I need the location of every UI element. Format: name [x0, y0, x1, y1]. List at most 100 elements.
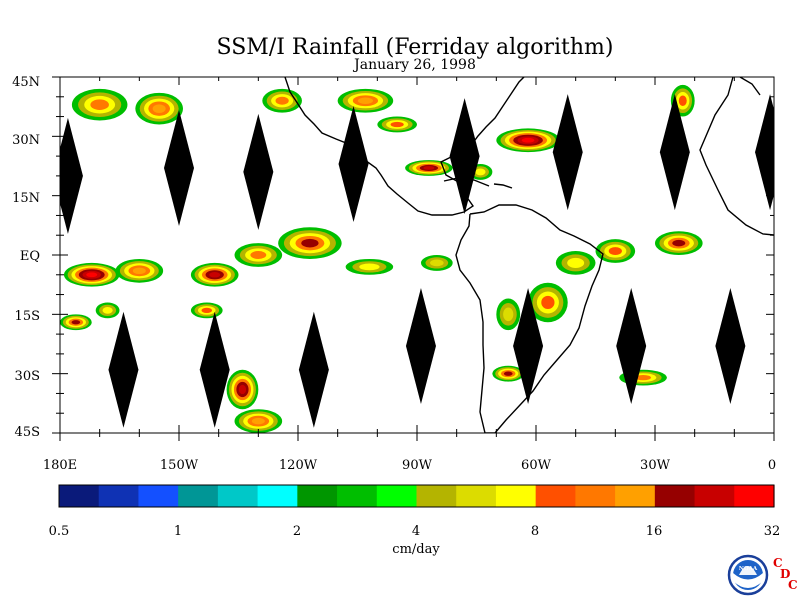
rain-cell [278, 227, 342, 259]
colorbar-swatch-0 [59, 485, 100, 507]
swath-gap [298, 311, 329, 428]
colorbar-swatch-13 [575, 485, 616, 507]
lon-label-0: 0 [768, 458, 776, 473]
colorbar-swatch-3 [178, 485, 219, 507]
colorbar-tick-0.5: 0.5 [49, 524, 70, 539]
swath-gap [108, 311, 139, 428]
lon-label-180e: 180E [43, 458, 77, 473]
cdc-letter-c2: C [788, 578, 798, 592]
swath-gap [164, 109, 194, 226]
colorbar-frame [58, 484, 775, 508]
rain-cell [655, 231, 703, 255]
rain-cell [496, 128, 560, 153]
lat-label-30n: 30N [12, 133, 40, 148]
coastline-south-america [455, 204, 604, 433]
coastline-iberia [739, 77, 761, 96]
rain-cell [190, 262, 239, 287]
colorbar-swatch-1 [98, 485, 140, 507]
rain-cell [345, 258, 394, 275]
colorbar-swatch-12 [535, 485, 576, 507]
rain-layer [60, 84, 703, 433]
swath-gap [659, 94, 690, 211]
x-axis-labels: 180E 150W 120W 90W 60W 30W 0 [43, 458, 776, 473]
colorbar-swatch-5 [257, 485, 298, 507]
swath-gap [243, 113, 274, 230]
swath-gap [449, 98, 480, 215]
figure-date: January 26, 1998 [352, 57, 476, 73]
lat-label-15s: 15S [15, 309, 40, 324]
rain-cell [405, 160, 453, 176]
rain-cell [234, 243, 283, 267]
swath-gap [405, 287, 436, 404]
colorbar-swatch-9 [416, 485, 457, 507]
rain-cell [555, 251, 596, 275]
coastlines [284, 77, 774, 433]
rain-cell [234, 409, 283, 433]
colorbar-swatch-8 [376, 485, 418, 507]
swath-gaps [60, 94, 774, 428]
colorbar-tick-8: 8 [531, 524, 539, 539]
coastline-north-america [284, 77, 525, 216]
swath-gap [338, 106, 369, 223]
colorbar-swatch-10 [456, 485, 497, 507]
swath-gap [552, 94, 583, 211]
lat-label-45s: 45S [15, 425, 40, 440]
rain-cell [135, 92, 183, 125]
swath-gap [715, 287, 746, 404]
colorbar-swatches [59, 485, 775, 507]
colorbar-tick-2: 2 [293, 524, 301, 539]
colorbar-swatch-11 [495, 485, 537, 507]
colorbar-tick-32: 32 [764, 524, 781, 539]
rain-cell [63, 262, 120, 287]
lon-label-30w: 30W [640, 458, 671, 473]
noaa-logo-text: NOAA [739, 566, 758, 572]
coastline-hispaniola [493, 183, 513, 189]
rain-cell [496, 298, 521, 331]
colorbar: 0.5 1 2 4 8 16 32 cm/day [49, 484, 781, 557]
colorbar-swatch-4 [217, 485, 259, 507]
figure-title: SSM/I Rainfall (Ferriday algorithm) [217, 35, 614, 60]
lat-label-eq: EQ [20, 249, 40, 264]
rain-cell [377, 116, 417, 133]
rain-cell [115, 258, 164, 283]
rain-cell [420, 254, 453, 271]
coastline-west-africa [699, 77, 774, 236]
colorbar-swatch-2 [138, 485, 179, 507]
colorbar-tick-4: 4 [412, 524, 420, 539]
rain-cell [71, 88, 128, 121]
cdc-letter-c1: C [773, 556, 783, 570]
swath-gap [513, 287, 544, 404]
lon-label-60w: 60W [521, 458, 552, 473]
rain-cell [190, 302, 223, 319]
map-panel [52, 76, 775, 441]
rain-cell [60, 314, 92, 331]
colorbar-swatch-7 [337, 485, 378, 507]
colorbar-tick-1: 1 [174, 524, 182, 539]
cdc-letter-d: D [780, 567, 790, 581]
rain-cell [528, 282, 568, 323]
swath-gap [616, 287, 647, 404]
colorbar-tick-16: 16 [646, 524, 663, 539]
y-axis-labels: 45N 30N 15N EQ 15S 30S 45S [12, 75, 40, 440]
noaa-cdc-logo: NOAA C D C [727, 554, 798, 596]
swath-gap [60, 117, 83, 234]
colorbar-unit: cm/day [392, 542, 440, 557]
rain-cell [337, 88, 394, 113]
colorbar-swatch-6 [297, 485, 338, 507]
rain-cell [492, 365, 525, 382]
lon-label-90w: 90W [402, 458, 433, 473]
colorbar-swatch-15 [654, 485, 696, 507]
colorbar-swatch-16 [694, 485, 735, 507]
lat-label-45n: 45N [12, 75, 40, 90]
swath-gap [199, 311, 230, 428]
rain-cell [226, 369, 259, 410]
lon-label-120w: 120W [279, 458, 318, 473]
colorbar-swatch-17 [734, 485, 775, 507]
map-ticks [52, 76, 775, 441]
colorbar-swatch-14 [615, 485, 656, 507]
rain-cell [595, 239, 636, 263]
lat-label-30s: 30S [15, 369, 40, 384]
lat-label-15n: 15N [12, 191, 40, 206]
swath-gap [755, 94, 774, 211]
